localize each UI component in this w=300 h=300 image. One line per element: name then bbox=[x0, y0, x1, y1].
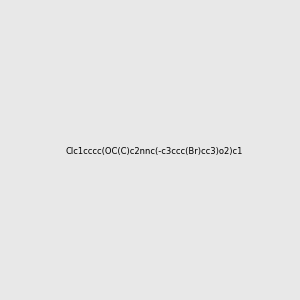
Text: Clc1cccc(OC(C)c2nnc(-c3ccc(Br)cc3)o2)c1: Clc1cccc(OC(C)c2nnc(-c3ccc(Br)cc3)o2)c1 bbox=[65, 147, 242, 156]
